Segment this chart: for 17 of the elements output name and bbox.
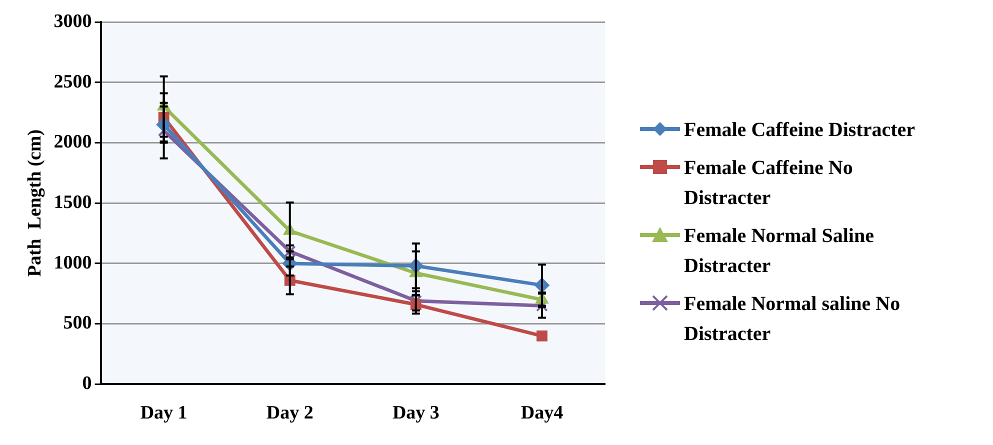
y-tick-label: 500 — [63, 312, 92, 334]
point — [536, 330, 548, 342]
x-tick-label: Day4 — [520, 402, 564, 424]
x-tick-label: Day 3 — [392, 402, 440, 424]
y-tick-label: 2000 — [54, 132, 92, 153]
x-tick-label: Day 2 — [266, 402, 314, 424]
y-tick-label: 2500 — [54, 71, 92, 92]
legend-label: Female Caffeine No Distracter — [684, 156, 854, 211]
y-tick-label: 0 — [82, 373, 92, 394]
y-tick-label: 3000 — [54, 10, 92, 32]
y-tick-label: 1000 — [54, 252, 92, 274]
y-axis-title: Path Length (cm) — [24, 129, 46, 277]
legend-label: Female Normal Saline Distracter — [684, 224, 875, 279]
legend-label: Female Caffeine Distracter — [684, 118, 915, 143]
legend-label: Female Normal saline No Distracter — [684, 292, 902, 347]
x-tick-label: Day 1 — [140, 402, 188, 424]
y-tick-label: 1500 — [54, 192, 92, 214]
